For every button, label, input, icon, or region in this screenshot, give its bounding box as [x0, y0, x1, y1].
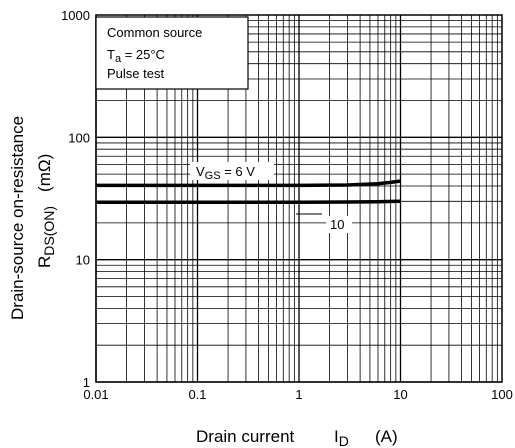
- x-axis-label-subscript: D: [339, 433, 349, 448]
- x-tick-label: 1: [295, 387, 302, 402]
- conditions-box-frame: [95, 16, 249, 90]
- series-label-10-background: [326, 216, 352, 233]
- x-axis-label-symbol: I: [334, 427, 339, 446]
- conditions-line-2-rest: = 25°C: [121, 47, 165, 62]
- x-tick-label: 0.1: [188, 387, 206, 402]
- conditions-line-2-subscript: a: [115, 53, 122, 65]
- series-label-6v-background: [190, 162, 274, 180]
- x-tick-labels: 0.01 0.1 1 10 100: [83, 387, 513, 402]
- series-label-6v-rest: = 6 V: [221, 164, 256, 179]
- x-tick-label: 0.01: [83, 387, 108, 402]
- series-layer: [96, 179, 401, 204]
- x-axis-label-main: Drain current: [196, 427, 295, 446]
- conditions-line-2: Ta = 25°C: [107, 47, 165, 65]
- y-axis-label-main: Drain-source on-resistance: [8, 116, 27, 320]
- y-axis-label-symbol: R: [35, 256, 54, 268]
- conditions-line-3: Pulse test: [107, 66, 164, 81]
- series-line-vgs-6v: [96, 179, 401, 188]
- x-axis-label: Drain current ID (A): [196, 427, 398, 448]
- series-label-6v-subscript: GS: [205, 170, 221, 182]
- y-tick-label: 1: [83, 375, 90, 390]
- plot-frame: [95, 14, 503, 383]
- x-tick-label: 10: [393, 387, 407, 402]
- series-label-6v-symbol: V: [196, 164, 205, 179]
- series-label-10: 10: [330, 217, 344, 232]
- series-line-vgs-10v: [96, 199, 401, 204]
- y-tick-label: 100: [68, 130, 90, 145]
- x-axis-label-unit: (A): [375, 427, 398, 446]
- y-tick-label: 1000: [61, 8, 90, 23]
- y-tick-labels: 1 10 100 1000: [61, 8, 90, 390]
- y-axis-label-group: Drain-source on-resistance: [8, 116, 27, 320]
- y-axis-label-symbol-line: RDS(ON) (mΩ): [35, 154, 57, 268]
- y-axis-label-subscript: DS(ON): [41, 206, 57, 256]
- y-axis-label-group-2: RDS(ON) (mΩ): [35, 154, 57, 268]
- y-tick-label: 10: [76, 253, 90, 268]
- conditions-line-1: Common source: [107, 25, 202, 40]
- conditions-line-2-symbol: T: [107, 47, 115, 62]
- series-label-6v: VGS = 6 V: [196, 164, 255, 182]
- y-axis-label-unit: (mΩ): [35, 154, 54, 192]
- conditions-box: Common source Ta = 25°C Pulse test: [95, 16, 249, 90]
- x-tick-label: 100: [491, 387, 513, 402]
